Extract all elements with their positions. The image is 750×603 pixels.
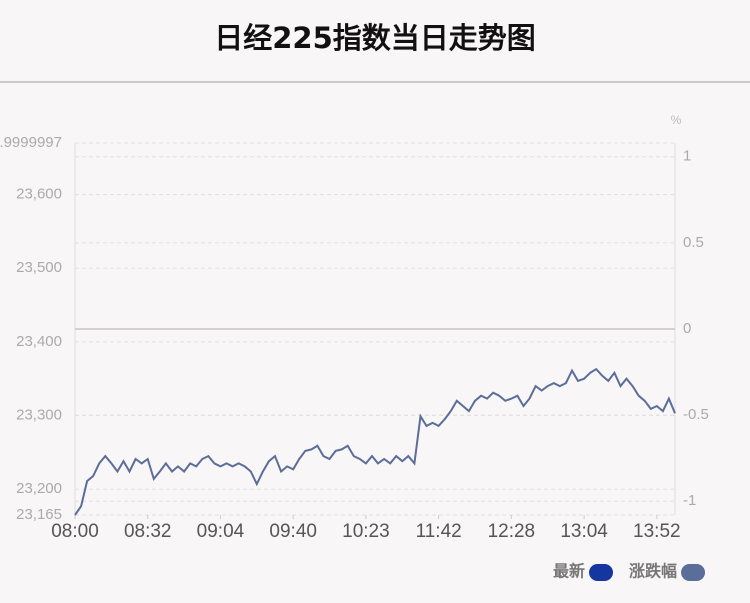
legend-label: 涨跌幅 xyxy=(629,562,677,581)
x-tick-label: 10:23 xyxy=(342,521,390,542)
x-tick-label: 09:40 xyxy=(269,521,317,542)
legend-swatch xyxy=(589,564,614,581)
y2-tick-label: 0.5 xyxy=(683,234,704,251)
y-tick-label: 23,500 xyxy=(16,259,62,276)
y-tick-label: 23,400 xyxy=(16,333,62,350)
x-tick-label: 09:04 xyxy=(197,521,245,542)
x-tick-label: 08:00 xyxy=(51,521,99,542)
x-tick-label: 11:42 xyxy=(416,521,462,542)
y2-tick-label: -1 xyxy=(683,492,696,509)
chart-title: 日经225指数当日走势图 xyxy=(214,21,536,55)
x-tick-label: 08:32 xyxy=(124,521,172,542)
y2-axis-label: % xyxy=(671,113,682,127)
x-tick-label: 12:28 xyxy=(488,521,536,542)
x-tick-label: 13:52 xyxy=(633,521,681,542)
legend-swatch xyxy=(681,564,706,581)
legend-label: 最新 xyxy=(553,562,585,581)
y-tick-label: 23,300 xyxy=(16,407,62,424)
y-tick-label: 23,200 xyxy=(16,480,62,497)
y2-tick-label: 0 xyxy=(683,320,691,337)
y-tick-label: 23,165 xyxy=(16,506,62,523)
y2-tick-label: 1 xyxy=(683,148,691,165)
y2-tick-label: -0.5 xyxy=(683,406,709,423)
y-tick-label: 23,600 xyxy=(16,186,62,203)
x-tick-label: 13:04 xyxy=(560,521,608,542)
y-tick-label: 23,669.9999997 xyxy=(0,134,62,151)
price-line xyxy=(74,367,676,516)
